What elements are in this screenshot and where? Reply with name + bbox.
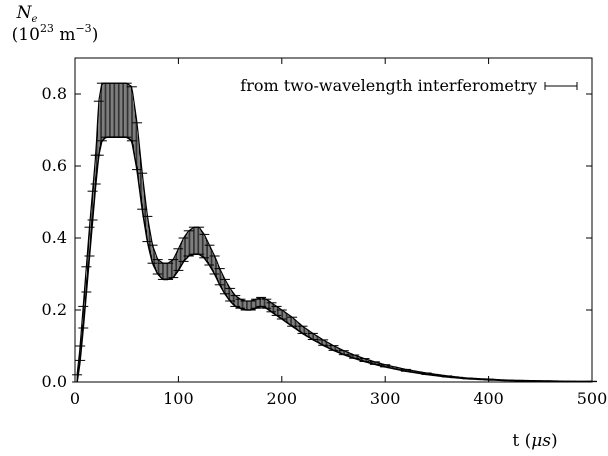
y-axis-symbol-main: N [16, 3, 33, 23]
y-tick-label: 0.0 [42, 372, 67, 391]
y-units-prefix: (10 [12, 25, 40, 45]
y-tick-label: 0.6 [42, 156, 67, 175]
axis-ticks: 0 100 200 300 400 500 0.0 0.2 0.4 0.6 0.8 [42, 58, 608, 408]
plot-frame [74, 57, 593, 383]
y-units-mid: m [54, 25, 76, 45]
x-tick-label: 400 [473, 389, 504, 408]
y-tick-label: 0.2 [42, 300, 67, 319]
x-tick-label: 200 [267, 389, 298, 408]
x-tick-label: 100 [163, 389, 194, 408]
y-tick-label: 0.8 [42, 84, 67, 103]
y-axis-units: (1023 m−3) [12, 22, 99, 45]
y-axis-symbol: Ne [16, 3, 38, 25]
data-series [72, 82, 597, 383]
x-label-mu: μs [531, 431, 551, 451]
y-units-suffix: ) [92, 25, 99, 45]
legend-errorbar-sample [544, 82, 578, 90]
x-axis-label: t (μs) [512, 431, 557, 451]
legend: from two-wavelength interferometry [240, 76, 578, 95]
y-axis-symbol-sub: e [31, 14, 37, 25]
y-units-exp: 23 [40, 22, 54, 35]
x-label-prefix: t ( [512, 431, 531, 451]
x-tick-label: 300 [370, 389, 401, 408]
y-units-exp2: −3 [75, 22, 91, 35]
y-tick-label: 0.4 [42, 228, 67, 247]
x-label-suffix: ) [551, 431, 558, 451]
x-tick-label: 500 [577, 389, 608, 408]
x-tick-label: 0 [70, 389, 80, 408]
legend-label: from two-wavelength interferometry [240, 76, 537, 95]
upper-bound-line [76, 82, 592, 382]
